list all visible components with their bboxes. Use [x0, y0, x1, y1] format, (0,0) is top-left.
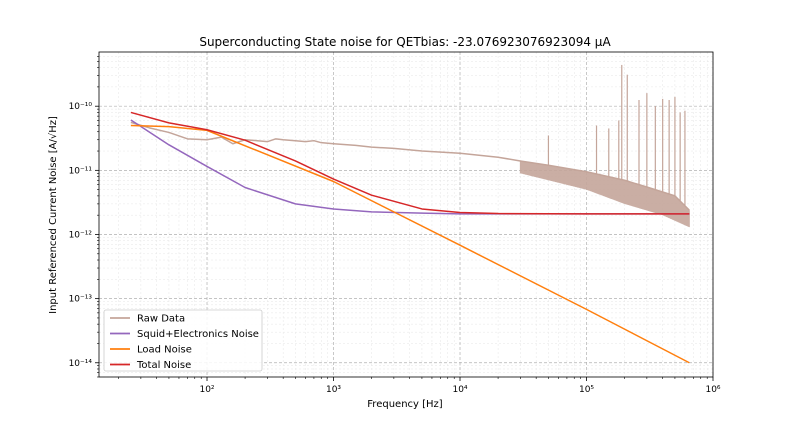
x-tick-label: 10⁵: [579, 385, 594, 395]
ticks: 10² 10³ 10⁴ 10⁵ 10⁶ 10⁻¹⁴ 10⁻¹³ 10⁻¹² 10⁻¹¹ 10⁻¹⁰: [69, 55, 721, 395]
legend-label: Total Noise: [136, 360, 191, 371]
x-tick-label: 10³: [326, 385, 341, 395]
y-tick-label: 10⁻¹⁴: [69, 359, 93, 369]
y-tick-label: 10⁻¹¹: [69, 166, 93, 176]
legend-label: Squid+Electronics Noise: [137, 329, 259, 340]
y-tick-label: 10⁻¹²: [69, 230, 93, 240]
series-line: [130, 111, 690, 215]
series-total-noise: [130, 111, 690, 215]
x-tick-label: 10⁴: [452, 385, 467, 395]
series-line: [130, 121, 690, 211]
chart-title: Superconducting State noise for QETbias:…: [199, 35, 611, 49]
legend-label: Raw Data: [137, 314, 185, 325]
series-line: [130, 124, 690, 364]
legend-box: [103, 309, 263, 372]
series-load-noise: [130, 124, 690, 364]
series-layer: [130, 64, 690, 364]
x-tick-label: 10²: [199, 385, 214, 395]
legend-label: Load Noise: [137, 345, 192, 356]
plot-frame: [98, 51, 714, 378]
y-tick-label: 10⁻¹⁰: [69, 102, 93, 112]
x-tick-label: 10⁶: [705, 385, 720, 395]
legend: Raw Data Squid+Electronics Noise Load Nois…: [103, 309, 263, 372]
y-tick-label: 10⁻¹³: [69, 295, 93, 305]
x-axis-label: Frequency [Hz]: [367, 399, 443, 410]
raw-data-noise-band: [519, 160, 690, 228]
y-axis-label: Input Referenced Current Noise [A/√Hz]: [48, 116, 59, 314]
series-raw-data: [130, 64, 690, 228]
